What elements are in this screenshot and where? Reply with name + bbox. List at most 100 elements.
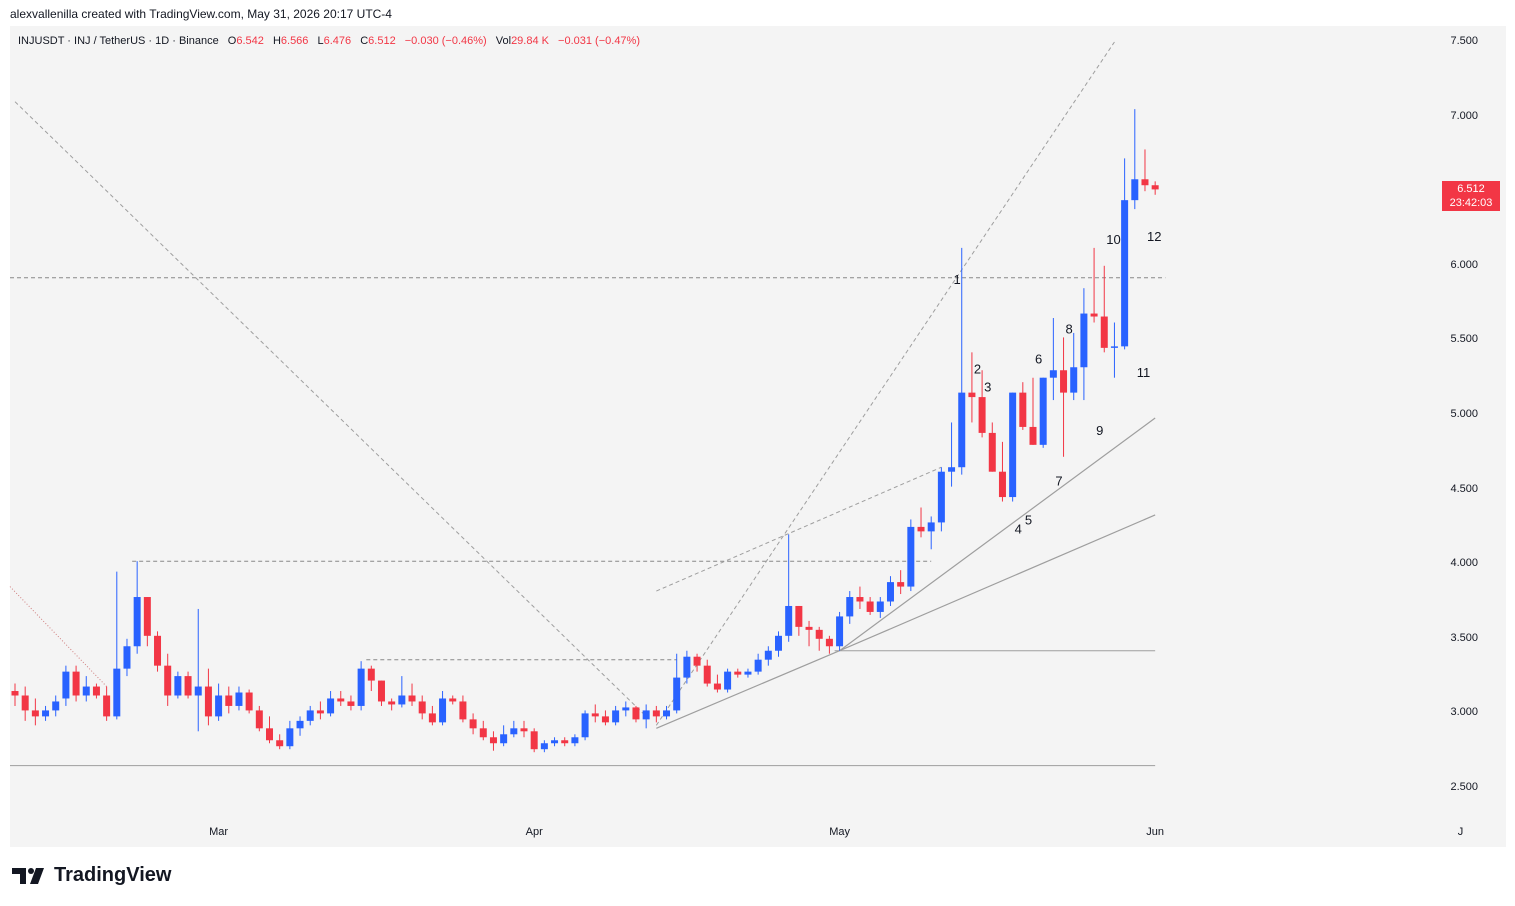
- candle: [459, 695, 467, 723]
- candle-body: [540, 743, 548, 750]
- high-label: H: [272, 35, 281, 47]
- dotted-trendline: [9, 586, 107, 687]
- price-tick-label: 3.000: [1450, 706, 1478, 719]
- candle: [836, 611, 844, 651]
- candle-body: [266, 728, 273, 741]
- candle: [184, 671, 192, 699]
- candle: [439, 691, 447, 726]
- candle: [622, 701, 630, 717]
- candle: [998, 441, 1006, 502]
- candle-body: [551, 740, 559, 744]
- candle: [479, 720, 487, 741]
- candle: [31, 698, 39, 726]
- candle-body: [225, 695, 233, 706]
- candle: [1080, 288, 1088, 401]
- candle-body: [469, 719, 477, 729]
- candle: [62, 665, 70, 706]
- candle: [1151, 181, 1159, 195]
- candle-body: [866, 601, 874, 612]
- candle-body: [856, 597, 864, 602]
- candle: [123, 638, 131, 677]
- symbol-name[interactable]: INJUSDT · INJ / TetherUS · 1D · Binance: [18, 35, 219, 47]
- price-tick-label: 6.000: [1450, 258, 1478, 271]
- candle-body: [1131, 179, 1139, 201]
- candle-body: [398, 695, 406, 705]
- candle: [1049, 318, 1057, 401]
- candle: [398, 676, 406, 708]
- candle-body: [775, 635, 782, 651]
- candle-body: [632, 707, 640, 720]
- candle: [357, 661, 365, 711]
- candle-body: [805, 626, 813, 630]
- candle-body: [204, 686, 212, 717]
- creator-line: alexvallenilla created with TradingView.…: [10, 7, 392, 21]
- candle-body: [876, 601, 884, 612]
- candle: [927, 516, 935, 550]
- candle-body: [1080, 313, 1088, 368]
- candle: [530, 728, 538, 753]
- candle-body: [1110, 346, 1118, 348]
- candle: [632, 705, 640, 723]
- time-tick-label: Jun: [1146, 826, 1165, 838]
- candle: [561, 737, 569, 747]
- candle-body: [31, 710, 39, 717]
- candle-body: [337, 698, 345, 702]
- wave-label: 7: [1055, 474, 1062, 489]
- candle: [551, 737, 559, 747]
- price-tick-label: 5.500: [1450, 333, 1478, 346]
- wave-label: 10: [1106, 232, 1120, 247]
- candle-body: [561, 740, 569, 744]
- candle: [286, 720, 294, 750]
- tradingview-logo[interactable]: TradingView: [12, 864, 171, 887]
- bar-countdown: 23:42:03: [1449, 197, 1493, 209]
- candle-body: [439, 698, 447, 723]
- candle-body: [703, 665, 711, 684]
- candle-body: [123, 646, 131, 669]
- price-tick-label: 4.000: [1450, 557, 1478, 570]
- open-label: O: [227, 35, 237, 47]
- candle: [520, 720, 528, 738]
- candle-body: [785, 605, 793, 636]
- candle: [591, 704, 599, 723]
- candle-body: [886, 582, 894, 602]
- candle: [673, 653, 681, 714]
- candle: [805, 620, 813, 647]
- candle-body: [1070, 367, 1078, 393]
- candle-body: [764, 650, 772, 660]
- candle-body: [846, 597, 854, 617]
- candle-body: [734, 671, 742, 675]
- candle-body: [388, 701, 396, 705]
- candle: [958, 247, 966, 475]
- candle: [235, 686, 243, 711]
- candle-body: [21, 695, 29, 711]
- candle: [825, 635, 833, 654]
- candle: [948, 422, 956, 487]
- candle-body: [724, 671, 732, 690]
- candle: [327, 691, 335, 717]
- candle: [449, 695, 457, 705]
- candle: [215, 683, 223, 721]
- candle: [266, 716, 273, 744]
- candle: [754, 653, 762, 675]
- candle: [388, 698, 396, 711]
- candle: [663, 705, 671, 720]
- candle: [510, 720, 518, 738]
- candle: [795, 605, 803, 636]
- candle-body: [1141, 179, 1149, 186]
- candle: [886, 576, 894, 606]
- symbol-legend: INJUSDT · INJ / TetherUS · 1D · Binance …: [18, 35, 646, 47]
- candle-body: [133, 597, 141, 647]
- candle-body: [683, 656, 691, 678]
- price-tick-label: 2.500: [1450, 781, 1478, 793]
- candle-body: [958, 392, 966, 468]
- candle: [642, 704, 650, 729]
- low-label: L: [317, 35, 324, 47]
- time-tick-label: May: [829, 826, 850, 838]
- candle-body: [836, 616, 844, 647]
- candle-body: [143, 597, 151, 636]
- candle: [866, 597, 874, 615]
- candle-body: [489, 737, 497, 744]
- candle-body: [347, 701, 355, 706]
